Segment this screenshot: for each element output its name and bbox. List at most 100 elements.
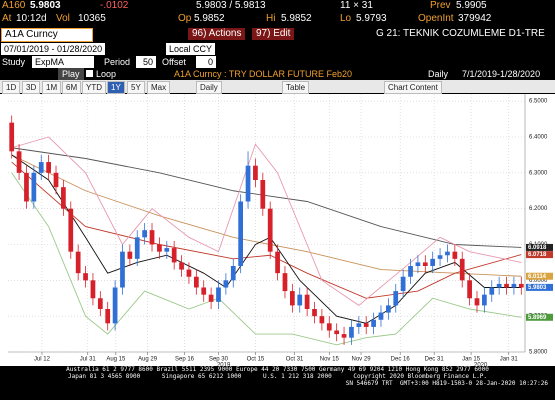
x-tick-label: Dec 16 <box>391 357 411 363</box>
last-value-label: 5.8969 <box>528 315 547 321</box>
candle-body <box>171 248 177 263</box>
frequency-dropdown[interactable]: Daily <box>196 81 222 94</box>
candle-body <box>275 251 280 274</box>
vol-label: Vol <box>56 13 70 24</box>
candle-body <box>149 230 155 245</box>
candle-body <box>179 262 184 270</box>
currency[interactable]: Local CCY <box>166 43 216 55</box>
indicator-line <box>11 136 522 306</box>
actions-button[interactable]: 96) Actions <box>188 28 246 40</box>
candle-body <box>489 287 495 295</box>
x-tick-label: Nov 15 <box>320 357 340 363</box>
page-title: G 21: TEKNIK COZUMLEME D1-TRE <box>376 28 545 39</box>
chart-content-button[interactable]: Chart Content <box>384 81 442 94</box>
hi-label: Hi <box>266 13 276 24</box>
candle-body <box>253 165 258 180</box>
offset-field[interactable]: 0 <box>196 56 216 68</box>
candle-body <box>24 172 29 202</box>
y-tick-label: 6.5000 <box>529 99 548 105</box>
date-range[interactable]: 07/01/2019 - 01/28/2020 <box>1 43 106 55</box>
last-value-box <box>526 272 553 280</box>
candle-body <box>326 323 332 331</box>
period-tab[interactable]: 3D <box>22 81 41 94</box>
change: -.0102 <box>100 0 129 11</box>
candle-body <box>282 273 288 292</box>
candle-body <box>245 165 251 202</box>
last-value-box <box>526 313 553 321</box>
y-tick-label: 6.3000 <box>529 170 548 176</box>
y-tick-label: 6.4000 <box>529 135 548 141</box>
table-button[interactable]: Table <box>282 81 310 94</box>
candle-body <box>90 280 96 299</box>
op-label: Op <box>178 13 192 24</box>
candle-body <box>378 312 384 320</box>
candle-body <box>134 237 140 259</box>
security-field[interactable]: A1A Curncy <box>1 28 93 42</box>
last-value-label: 6.0918 <box>528 245 547 251</box>
candle-body <box>452 251 458 259</box>
period-tabs: Daily Table Chart Content 1D 3D 1M 6M YTD 1Y 5… <box>0 80 555 94</box>
candle-body <box>267 208 273 252</box>
candle-body <box>289 291 295 306</box>
candle-body <box>312 309 317 317</box>
candle-body <box>467 280 472 299</box>
loop-checkbox[interactable] <box>86 70 93 77</box>
y-tick-label: 6.2000 <box>529 206 548 212</box>
oi: 379942 <box>458 13 492 24</box>
candle-body <box>518 283 524 288</box>
study-field[interactable]: ExpMA <box>32 56 94 68</box>
candle-body <box>393 291 399 306</box>
candle-body <box>142 230 147 238</box>
period-tab[interactable]: 1M <box>42 81 62 94</box>
op: 5.9852 <box>194 13 225 24</box>
ticker: A160 <box>2 0 26 11</box>
candle-body <box>38 162 44 173</box>
candle-body <box>349 326 354 338</box>
y-tick-label: 6.0000 <box>529 278 548 284</box>
vol: 10365 <box>78 13 106 24</box>
candle-body <box>97 298 103 309</box>
candle-body <box>46 162 51 173</box>
period-tab[interactable]: Max <box>147 81 171 94</box>
time: 10:12d <box>16 13 47 24</box>
size: 11 × 31 <box>340 0 373 11</box>
last-price: 5.9803 <box>30 0 61 11</box>
hi: 5.9852 <box>281 13 312 24</box>
candle-body <box>83 273 88 281</box>
x-tick-label: Jan 15 <box>462 357 481 363</box>
candle-body <box>504 283 509 288</box>
period-tab[interactable]: 6M <box>62 81 82 94</box>
candle-body <box>482 294 487 306</box>
period-tab[interactable]: 5Y <box>127 81 145 94</box>
candle-body <box>53 172 59 188</box>
period-tab[interactable]: 1Y <box>107 81 125 94</box>
candle-body <box>164 248 170 252</box>
period-field[interactable]: 50 <box>136 56 156 68</box>
candle-body <box>127 251 133 259</box>
candle-body <box>120 251 125 288</box>
play-button[interactable]: Play <box>58 68 84 80</box>
candle-body <box>422 262 428 266</box>
indicator-line <box>11 172 522 346</box>
candle-body <box>356 323 362 327</box>
last-value-box <box>526 283 553 291</box>
candle-body <box>474 298 480 306</box>
x-tick-label: Sep 30 <box>209 357 229 363</box>
bid-ask: 5.9803 / 5.9813 <box>196 0 266 11</box>
span: 7/1/2019-1/28/2020 <box>462 69 541 79</box>
x-tick-label: Oct 31 <box>286 357 304 363</box>
period-tab[interactable]: YTD <box>82 81 106 94</box>
candle-body <box>334 330 340 335</box>
candle-body <box>105 309 111 324</box>
chart-description: A1A Curncy : TRY DOLLAR FUTURE Feb20 <box>174 69 353 79</box>
study-label: Study <box>2 57 26 67</box>
period-tab[interactable]: 1D <box>2 81 21 94</box>
x-tick-label: Jul 31 <box>80 357 97 363</box>
last-value-label: 6.0114 <box>528 274 547 280</box>
candle-body <box>216 287 221 302</box>
candle-body <box>193 276 199 288</box>
candle-body <box>511 283 517 288</box>
edit-button[interactable]: 97) Edit <box>252 28 295 40</box>
candle-body <box>400 276 406 292</box>
footer-line: Australia 61 2 9777 8600 Brazil 5511 239… <box>66 366 489 373</box>
